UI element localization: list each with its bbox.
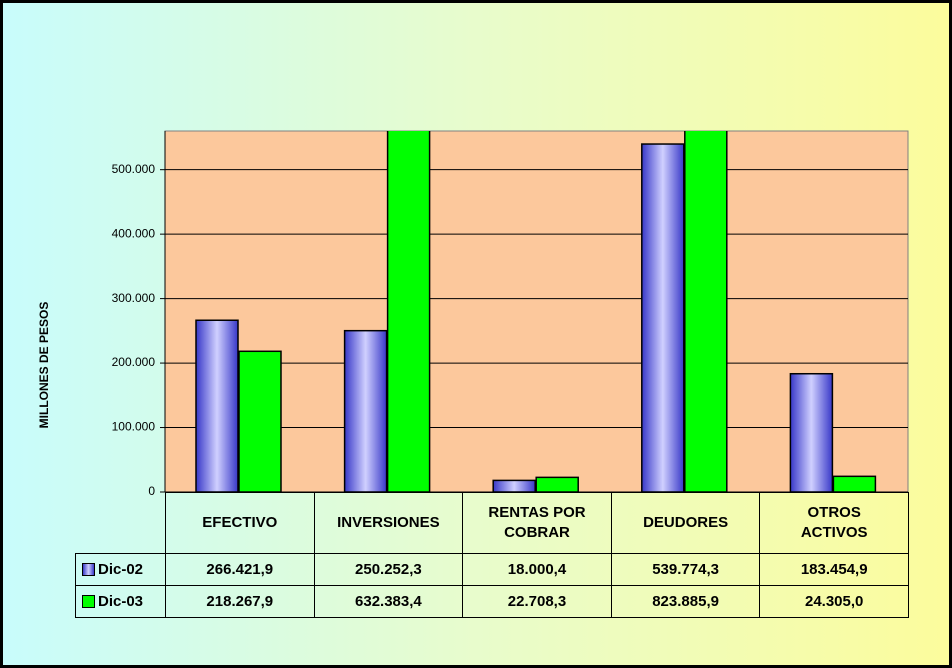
bar <box>343 329 388 492</box>
legend-label: Dic-02 <box>98 561 144 578</box>
legend-key <box>82 563 95 576</box>
value-cell-text: 632.383,4 <box>355 593 422 610</box>
bars <box>195 131 877 492</box>
value-cell: 18.000,4 <box>462 553 612 586</box>
category-cell-text: DEUDORES <box>643 514 729 531</box>
bar <box>195 319 239 492</box>
value-cell: 250.252,3 <box>313 553 464 586</box>
legend-key <box>82 595 95 608</box>
bar <box>789 372 834 492</box>
value-cell: 266.421,9 <box>165 553 315 586</box>
y-axis-label: MILLONES DE PESOS <box>37 302 51 429</box>
value-cell-text: 18.000,4 <box>507 561 567 578</box>
bar <box>386 131 431 492</box>
value-cell: 22.708,3 <box>462 585 612 618</box>
value-cell: 539.774,3 <box>610 553 761 586</box>
legend-cell: Dic-02 <box>75 553 166 586</box>
y-tick-label: 0 <box>148 484 155 498</box>
category-cell: EFECTIVO <box>165 492 315 554</box>
value-cell-text: 218.267,9 <box>206 593 274 610</box>
category-cell: OTROS ACTIVOS <box>759 492 909 554</box>
value-cell-text: 539.774,3 <box>652 561 719 578</box>
y-tick-label: 400.000 <box>112 226 156 240</box>
y-tick-label: 200.000 <box>112 355 156 369</box>
value-cell-text: 22.708,3 <box>507 593 567 610</box>
bar <box>238 350 282 492</box>
value-cell: 218.267,9 <box>165 585 315 618</box>
category-cell: DEUDORES <box>610 492 761 554</box>
value-cell-text: 250.252,3 <box>355 561 422 578</box>
value-cell: 823.885,9 <box>610 585 761 618</box>
value-cell-text: 266.421,9 <box>206 561 274 578</box>
bar <box>684 131 728 492</box>
legend-label: Dic-03 <box>98 593 144 610</box>
bar <box>492 479 536 492</box>
y-tick-label: 500.000 <box>112 162 156 176</box>
value-cell: 632.383,4 <box>313 585 464 618</box>
category-cell-text: INVERSIONES <box>337 514 440 531</box>
y-tick-label: 100.000 <box>112 420 156 434</box>
category-cell: RENTAS POR COBRAR <box>462 492 612 554</box>
value-cell-text: 24.305,0 <box>804 593 864 610</box>
value-cell: 183.454,9 <box>759 553 909 586</box>
legend-cell: Dic-03 <box>75 585 166 618</box>
value-cell-text: 823.885,9 <box>652 593 719 610</box>
category-cell-text: EFECTIVO <box>202 514 278 531</box>
bar <box>641 143 685 492</box>
category-cell: INVERSIONES <box>313 492 464 554</box>
category-cell-text: RENTAS POR COBRAR <box>488 504 586 541</box>
value-cell-text: 183.454,9 <box>800 561 868 578</box>
plot-area <box>164 130 909 493</box>
bar <box>832 475 877 492</box>
y-tick-label: 300.000 <box>112 291 156 305</box>
bar <box>535 476 579 492</box>
value-cell: 24.305,0 <box>759 585 909 618</box>
category-cell-text: OTROS ACTIVOS <box>800 504 868 541</box>
